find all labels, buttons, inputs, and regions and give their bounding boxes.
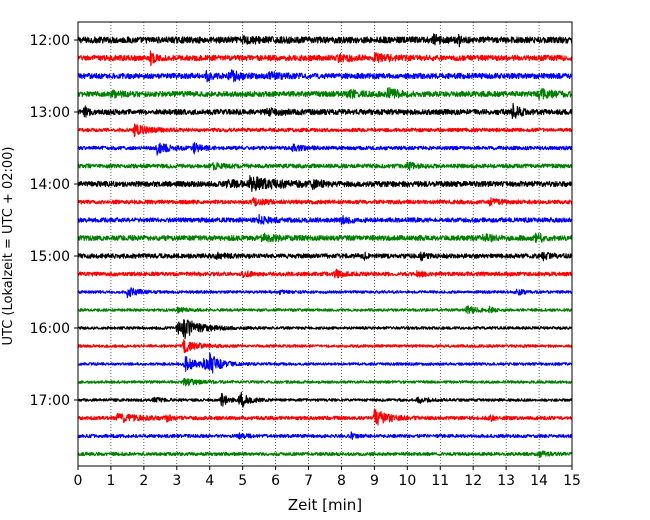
trace-1300 <box>77 102 573 120</box>
trace-1645 <box>77 377 573 387</box>
x-tick-label-12: 12 <box>464 473 482 489</box>
y-axis-label: UTC (Lokalzeit = UTC + 02:00) <box>1 147 16 346</box>
x-axis-ticks: 0 1 2 3 4 5 6 7 8 9 10 11 12 13 14 15 <box>74 466 581 489</box>
trace-1315 <box>77 123 573 138</box>
plot-frame <box>77 21 573 467</box>
trace-1630 <box>77 352 573 374</box>
y-tick-label-12:00: 12:00 <box>30 33 70 49</box>
trace-1730 <box>77 431 573 441</box>
y-tick-label-16:00: 16:00 <box>30 321 70 337</box>
x-tick-label-11: 11 <box>431 473 449 489</box>
trace-1715 <box>77 408 573 426</box>
trace-1245 <box>77 87 573 101</box>
trace-1330 <box>77 142 573 156</box>
trace-1215 <box>77 50 573 67</box>
trace-1515 <box>77 268 573 279</box>
x-tick-label-14: 14 <box>530 473 548 489</box>
x-tick-label-3: 3 <box>172 473 181 489</box>
trace-1445 <box>77 232 573 244</box>
trace-1600 <box>77 319 573 340</box>
trace-1345 <box>77 161 573 171</box>
x-tick-label-7: 7 <box>304 473 313 489</box>
x-tick-label-5: 5 <box>238 473 247 489</box>
x-tick-label-10: 10 <box>398 473 416 489</box>
trace-1430 <box>77 213 573 226</box>
trace-1530 <box>77 287 573 299</box>
trace-1415 <box>77 197 573 207</box>
trace-1615 <box>77 339 573 354</box>
y-tick-label-15:00: 15:00 <box>30 249 70 265</box>
x-axis-label: Zeit [min] <box>288 496 362 514</box>
trace-1230 <box>77 69 573 83</box>
x-tick-label-2: 2 <box>139 473 148 489</box>
y-axis-ticks: 12:00 13:00 14:00 15:00 16:00 17:00 <box>30 33 78 409</box>
x-tick-label-9: 9 <box>370 473 379 489</box>
trace-1545 <box>77 305 573 315</box>
y-tick-label-14:00: 14:00 <box>30 177 70 193</box>
trace-group <box>77 33 573 458</box>
trace-1700 <box>77 391 573 408</box>
y-tick-label-17:00: 17:00 <box>30 393 70 409</box>
x-tick-label-8: 8 <box>337 473 346 489</box>
x-tick-label-6: 6 <box>271 473 280 489</box>
x-tick-label-1: 1 <box>106 473 115 489</box>
trace-1745 <box>77 450 573 458</box>
trace-1200 <box>77 33 573 48</box>
x-tick-label-0: 0 <box>74 473 83 489</box>
trace-1500 <box>77 251 573 262</box>
x-tick-label-13: 13 <box>497 473 515 489</box>
y-tick-label-13:00: 13:00 <box>30 105 70 121</box>
x-tick-label-15: 15 <box>563 473 581 489</box>
x-tick-label-4: 4 <box>205 473 214 489</box>
trace-1400 <box>77 175 573 192</box>
grid-lines <box>110 22 540 466</box>
